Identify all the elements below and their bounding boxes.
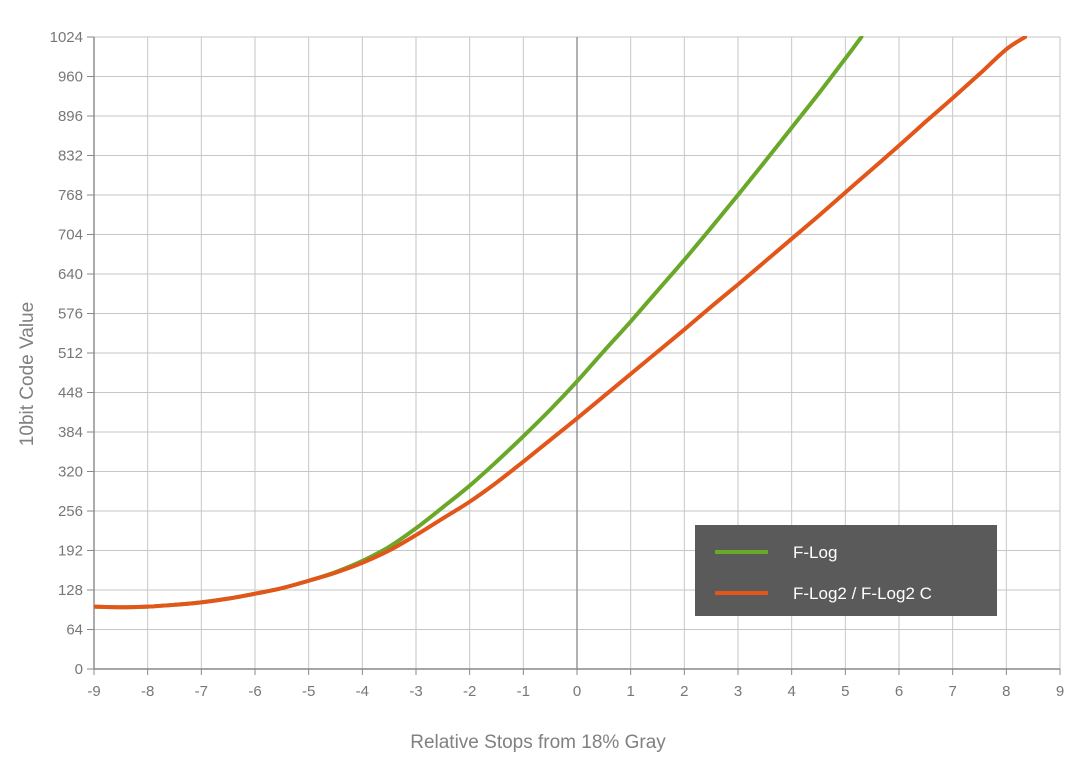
y-tick-label: 256 — [58, 503, 83, 520]
x-tick-label: 8 — [1002, 683, 1010, 700]
x-tick-label: 1 — [626, 683, 634, 700]
x-tick-label: 5 — [841, 683, 849, 700]
legend-label-f-log2: F-Log2 / F-Log2 C — [793, 584, 932, 603]
x-tick-label: -4 — [356, 683, 369, 700]
y-tick-label: 0 — [75, 661, 83, 678]
y-tick-label: 704 — [58, 227, 83, 244]
y-tick-label: 64 — [66, 622, 83, 639]
y-tick-labels: 0 64 128 192 256 320 384 448 512 576 640 704 768 832 8… — [50, 29, 83, 678]
series-lines — [94, 36, 1028, 610]
y-tick-label: 512 — [58, 345, 83, 362]
legend-background — [695, 525, 997, 616]
x-tick-label: -3 — [409, 683, 422, 700]
x-tick-label: -7 — [195, 683, 208, 700]
x-tick-label: -6 — [248, 683, 261, 700]
x-tick-label: 4 — [787, 683, 795, 700]
legend-label-f-log: F-Log — [793, 543, 837, 562]
x-tick-label: -5 — [302, 683, 315, 700]
y-tick-label: 960 — [58, 69, 83, 86]
y-tick-label: 1024 — [50, 29, 83, 46]
x-tick-label: -2 — [463, 683, 476, 700]
y-tick-label: 192 — [58, 543, 83, 560]
axes — [87, 36, 1061, 675]
x-tick-label: -9 — [87, 683, 100, 700]
x-tick-label: 2 — [680, 683, 688, 700]
y-tick-label: 128 — [58, 582, 83, 599]
y-tick-label: 576 — [58, 306, 83, 323]
y-tick-label: 448 — [58, 385, 83, 402]
x-tick-labels: -9 -8 -7 -6 -5 -4 -3 -2 -1 0 1 2 3 4 5 6 7 8 9 — [87, 683, 1064, 700]
x-tick-label: 6 — [895, 683, 903, 700]
x-tick-label: 9 — [1056, 683, 1064, 700]
x-tick-label: 3 — [734, 683, 742, 700]
y-tick-label: 320 — [58, 464, 83, 481]
y-tick-label: 896 — [58, 108, 83, 125]
x-tick-label: 7 — [948, 683, 956, 700]
y-tick-label: 832 — [58, 148, 83, 165]
x-tick-label: 0 — [573, 683, 581, 700]
x-tick-label: -8 — [141, 683, 154, 700]
series-line-f-log2 — [94, 36, 1028, 610]
x-axis-title: Relative Stops from 18% Gray — [410, 732, 666, 753]
x-tick-label: -1 — [517, 683, 530, 700]
y-tick-label: 384 — [58, 424, 83, 441]
y-axis-title: 10bit Code Value — [17, 302, 38, 446]
series-line-f-log — [94, 36, 864, 610]
y-tick-label: 640 — [58, 266, 83, 283]
legend: F-Log F-Log2 / F-Log2 C — [695, 525, 997, 616]
y-tick-label: 768 — [58, 187, 83, 204]
